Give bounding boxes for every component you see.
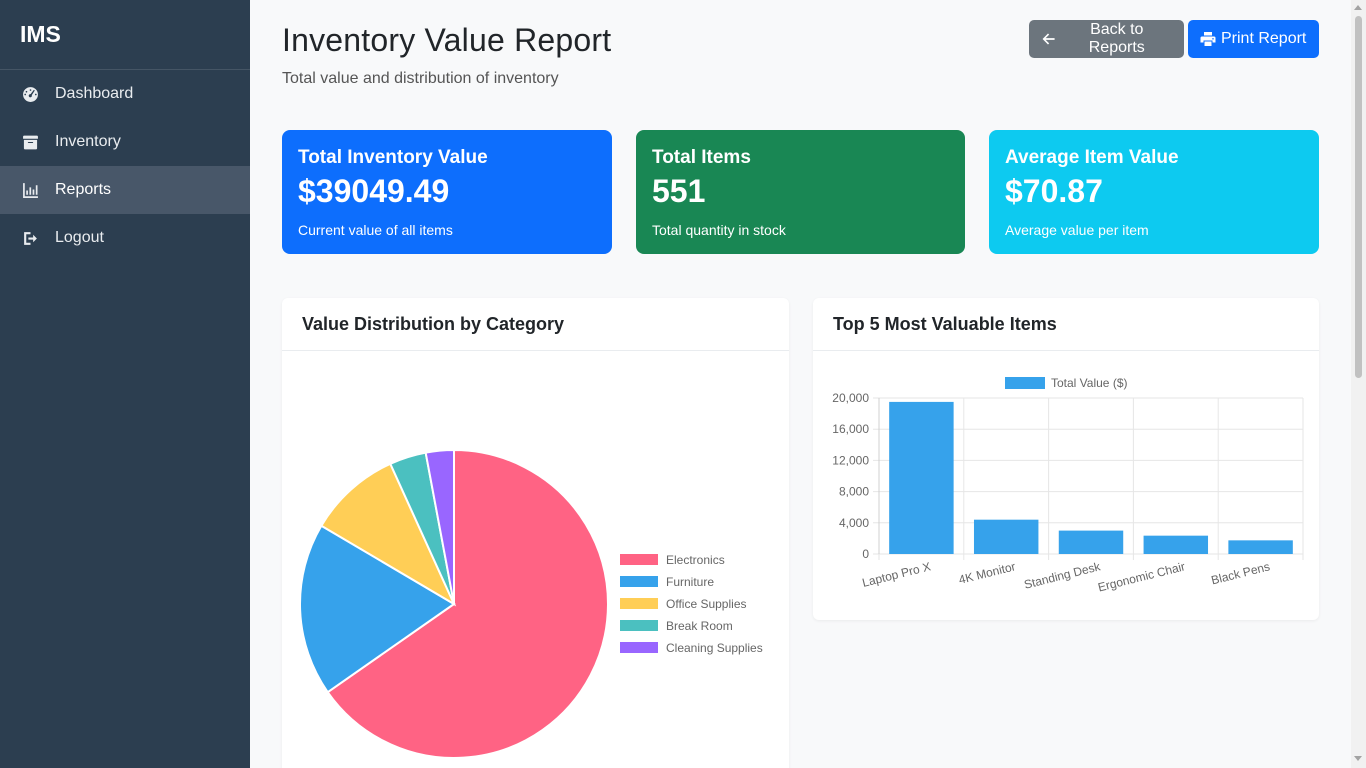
pie-chart-card: Value Distribution by Category Electroni… (282, 298, 789, 768)
legend-label: Break Room (666, 619, 733, 633)
legend-swatch (1005, 377, 1045, 389)
print-button-label: Print Report (1221, 30, 1307, 47)
sidebar-item-label: Reports (55, 181, 112, 198)
stat-card-average-value: Average Item Value $70.87 Average value … (989, 130, 1319, 254)
x-tick-label: Black Pens (1210, 559, 1272, 587)
printer-icon (1200, 32, 1216, 46)
back-to-reports-button[interactable]: Back to Reports (1029, 20, 1184, 58)
card-title: Value Distribution by Category (282, 298, 789, 351)
stat-title: Total Items (652, 147, 751, 168)
pie-slice (326, 448, 609, 759)
legend-label: Cleaning Supplies (666, 641, 763, 655)
legend-swatch (620, 598, 658, 609)
stat-card-total-items: Total Items 551 Total quantity in stock (636, 130, 965, 254)
legend-label: Office Supplies (666, 597, 747, 611)
brand-logo[interactable]: IMS (0, 0, 250, 70)
box-icon (20, 132, 40, 152)
pie-slice (299, 524, 456, 694)
legend-label: Electronics (666, 553, 725, 567)
page-title: Inventory Value Report (282, 22, 612, 58)
bar (973, 519, 1039, 554)
y-tick-label: 12,000 (832, 453, 869, 467)
sidebar-item-dashboard[interactable]: Dashboard (0, 70, 250, 118)
back-button-label: Back to Reports (1088, 21, 1145, 56)
print-report-button[interactable]: Print Report (1188, 20, 1319, 58)
legend-label: Total Value ($) (1051, 376, 1127, 390)
stat-title: Average Item Value (1005, 147, 1179, 168)
pie-chart: Electronics Furniture Office Supplies Break… (299, 448, 763, 759)
card-title: Top 5 Most Valuable Items (813, 298, 1319, 351)
x-tick-label: Ergonomic Chair (1096, 559, 1186, 594)
y-tick-label: 4,000 (839, 516, 869, 530)
bar (1058, 530, 1124, 554)
x-tick-label: 4K Monitor (957, 559, 1017, 587)
stat-subtitle: Total quantity in stock (652, 222, 786, 238)
arrow-left-icon (1042, 33, 1055, 45)
stat-value: $39049.49 (298, 173, 450, 209)
scroll-up-icon[interactable] (1354, 5, 1362, 10)
sidebar-item-inventory[interactable]: Inventory (0, 118, 250, 166)
logout-icon (20, 228, 40, 248)
bar-chart: 0 4,000 8,000 12,000 16,000 20,000 Laptop Pro … (832, 376, 1304, 595)
scroll-thumb[interactable] (1355, 16, 1362, 378)
page-subtitle: Total value and distribution of inventor… (282, 70, 559, 87)
legend-swatch (620, 554, 658, 565)
legend-swatch (620, 620, 658, 631)
main-content: Inventory Value Report Total value and d… (250, 0, 1351, 768)
legend-swatch (620, 642, 658, 653)
scrollbar[interactable] (1351, 0, 1366, 768)
stat-card-total-value: Total Inventory Value $39049.49 Current … (282, 130, 612, 254)
stat-subtitle: Current value of all items (298, 222, 453, 238)
scroll-down-icon[interactable] (1354, 756, 1362, 761)
stat-title: Total Inventory Value (298, 147, 488, 168)
gauge-icon (20, 84, 40, 104)
sidebar-item-label: Dashboard (55, 85, 134, 102)
legend-swatch (620, 576, 658, 587)
stat-value: $70.87 (1005, 173, 1103, 209)
stat-value: 551 (652, 173, 706, 209)
pie-slice (319, 462, 457, 607)
y-tick-label: 8,000 (839, 485, 869, 499)
y-tick-label: 20,000 (832, 391, 869, 405)
bar (1228, 540, 1293, 554)
bar (889, 401, 954, 554)
sidebar-item-reports[interactable]: Reports (0, 166, 250, 214)
sidebar: IMS Dashboard Inventory Reports Logout (0, 0, 250, 768)
stat-subtitle: Average value per item (1005, 222, 1149, 238)
chart-icon (20, 180, 40, 200)
sidebar-item-label: Inventory (55, 133, 121, 150)
sidebar-item-logout[interactable]: Logout (0, 214, 250, 262)
bar-chart-card: Top 5 Most Valuable Items 0 4,000 8,000 12,… (813, 298, 1319, 620)
pie-slice (424, 448, 455, 605)
legend-label: Furniture (666, 575, 714, 589)
bar (1143, 535, 1209, 554)
x-tick-label: Standing Desk (1023, 559, 1103, 592)
y-tick-label: 16,000 (832, 422, 869, 436)
sidebar-item-label: Logout (55, 229, 104, 246)
x-tick-label: Laptop Pro X (861, 559, 932, 590)
y-tick-label: 0 (862, 547, 869, 561)
